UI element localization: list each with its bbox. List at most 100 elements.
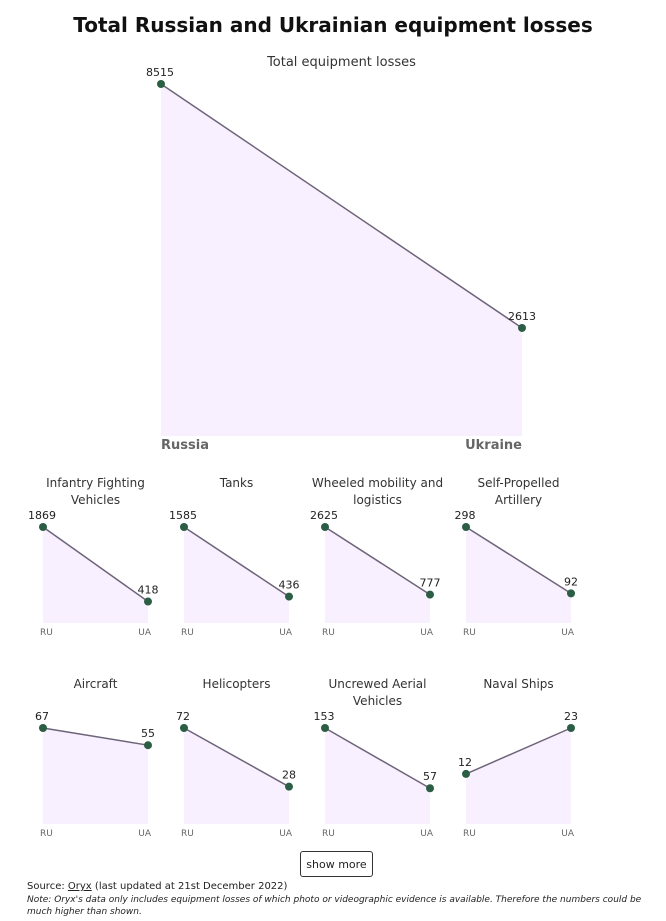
data-label: 67 xyxy=(35,710,49,723)
series-line xyxy=(324,727,431,789)
data-label: 57 xyxy=(423,770,437,783)
area-fill xyxy=(466,728,571,824)
chart-title: Self-Propelled Artillery xyxy=(478,476,560,507)
chart-title: Helicopters xyxy=(203,677,271,691)
small-chart: Tanks 1585 436 RU UA xyxy=(169,476,300,638)
source-link[interactable]: Oryx xyxy=(67,881,92,892)
chart-title-line: Tanks xyxy=(219,476,254,490)
chart-title-line: Wheeled mobility and xyxy=(312,476,443,490)
data-point xyxy=(321,523,329,531)
area-fill xyxy=(161,84,522,436)
area-fill xyxy=(466,527,571,623)
small-chart: Self-Propelled Artillery 298 92 RU UA xyxy=(455,476,579,638)
data-point xyxy=(285,592,293,601)
footer: Source: Oryx (last updated at 21st Decem… xyxy=(27,880,657,918)
data-label: 72 xyxy=(176,710,190,723)
chart-title-line: Aircraft xyxy=(74,677,118,691)
chart-title-line: Uncrewed Aerial xyxy=(328,677,426,691)
chart-title-line: Naval Ships xyxy=(483,677,553,691)
chart-title: Naval Ships xyxy=(483,677,553,691)
data-label: 1869 xyxy=(28,509,56,522)
category-label: UA xyxy=(561,628,575,638)
data-label: 12 xyxy=(458,756,472,769)
category-label: UA xyxy=(138,628,152,638)
data-point xyxy=(567,724,575,732)
category-label: UA xyxy=(420,628,434,638)
area-fill xyxy=(43,527,148,623)
data-point xyxy=(285,782,293,791)
series-line xyxy=(465,727,572,775)
data-point xyxy=(180,724,188,732)
data-point xyxy=(462,523,470,531)
data-label: 1585 xyxy=(169,509,197,522)
data-point xyxy=(518,323,526,332)
category-label: UA xyxy=(420,829,434,839)
data-point xyxy=(321,724,329,732)
data-point xyxy=(462,769,470,778)
data-point xyxy=(39,523,47,531)
data-label: 153 xyxy=(314,710,335,723)
data-point xyxy=(144,741,152,750)
main-chart: Total equipment losses 8515 2613 Russia Ukra… xyxy=(146,55,536,453)
category-label: RU xyxy=(463,829,476,839)
series-line xyxy=(465,526,572,594)
category-label: RU xyxy=(463,628,476,638)
category-label: UA xyxy=(279,628,293,638)
data-label: 55 xyxy=(141,727,155,740)
data-label: 2625 xyxy=(310,509,338,522)
show-more-button[interactable]: show more xyxy=(300,851,373,877)
data-label: 23 xyxy=(564,710,578,723)
series-line xyxy=(324,526,431,596)
chart-title: Tanks xyxy=(219,476,254,490)
category-label: RU xyxy=(181,628,194,638)
data-label: 298 xyxy=(455,509,476,522)
data-label: 2613 xyxy=(508,310,536,323)
category-label: RU xyxy=(181,829,194,839)
data-point xyxy=(157,80,165,88)
data-label: 92 xyxy=(564,575,578,588)
data-point xyxy=(426,590,434,599)
data-point xyxy=(144,597,152,606)
data-point xyxy=(567,589,575,598)
data-label: 436 xyxy=(279,579,300,592)
category-label: RU xyxy=(322,829,335,839)
small-chart: Uncrewed Aerial Vehicles 153 57 RU UA xyxy=(314,677,438,839)
chart-title-line: Vehicles xyxy=(353,694,402,708)
series-line xyxy=(42,727,149,746)
category-label: Russia xyxy=(161,438,209,453)
chart-title: Wheeled mobility and logistics xyxy=(312,476,443,507)
small-chart: Infantry Fighting Vehicles 1869 418 RU UA xyxy=(28,476,159,638)
category-label: RU xyxy=(40,829,53,839)
data-point xyxy=(180,523,188,531)
source-line: Source: Oryx (last updated at 21st Decem… xyxy=(27,880,657,893)
chart-title: Total equipment losses xyxy=(266,55,416,70)
category-label: UA xyxy=(279,829,293,839)
area-fill xyxy=(325,728,430,824)
chart-title-line: Total equipment losses xyxy=(266,55,416,70)
source-suffix: (last updated at 21st December 2022) xyxy=(91,881,288,892)
data-label: 8515 xyxy=(146,66,174,79)
source-prefix: Source: xyxy=(27,881,68,892)
area-fill xyxy=(184,527,289,623)
data-label: 777 xyxy=(420,577,441,590)
footer-note: Note: Oryx's data only includes equipmen… xyxy=(27,895,642,917)
small-chart: Aircraft 67 55 RU UA xyxy=(35,677,155,839)
chart-title-line: logistics xyxy=(353,493,402,507)
chart-title-line: Helicopters xyxy=(203,677,271,691)
series-line xyxy=(42,526,149,603)
area-fill xyxy=(325,527,430,623)
area-fill xyxy=(43,728,148,824)
chart-title-line: Vehicles xyxy=(71,493,120,507)
category-label: Ukraine xyxy=(465,438,522,453)
series-line xyxy=(183,727,290,788)
category-label: UA xyxy=(561,829,575,839)
area-fill xyxy=(184,728,289,824)
series-line xyxy=(183,526,290,598)
data-point xyxy=(426,784,434,793)
chart-title: Aircraft xyxy=(74,677,118,691)
category-label: RU xyxy=(40,628,53,638)
page-title: Total Russian and Ukrainian equipment lo… xyxy=(73,13,593,37)
chart-title-line: Artillery xyxy=(495,493,542,507)
category-label: RU xyxy=(322,628,335,638)
